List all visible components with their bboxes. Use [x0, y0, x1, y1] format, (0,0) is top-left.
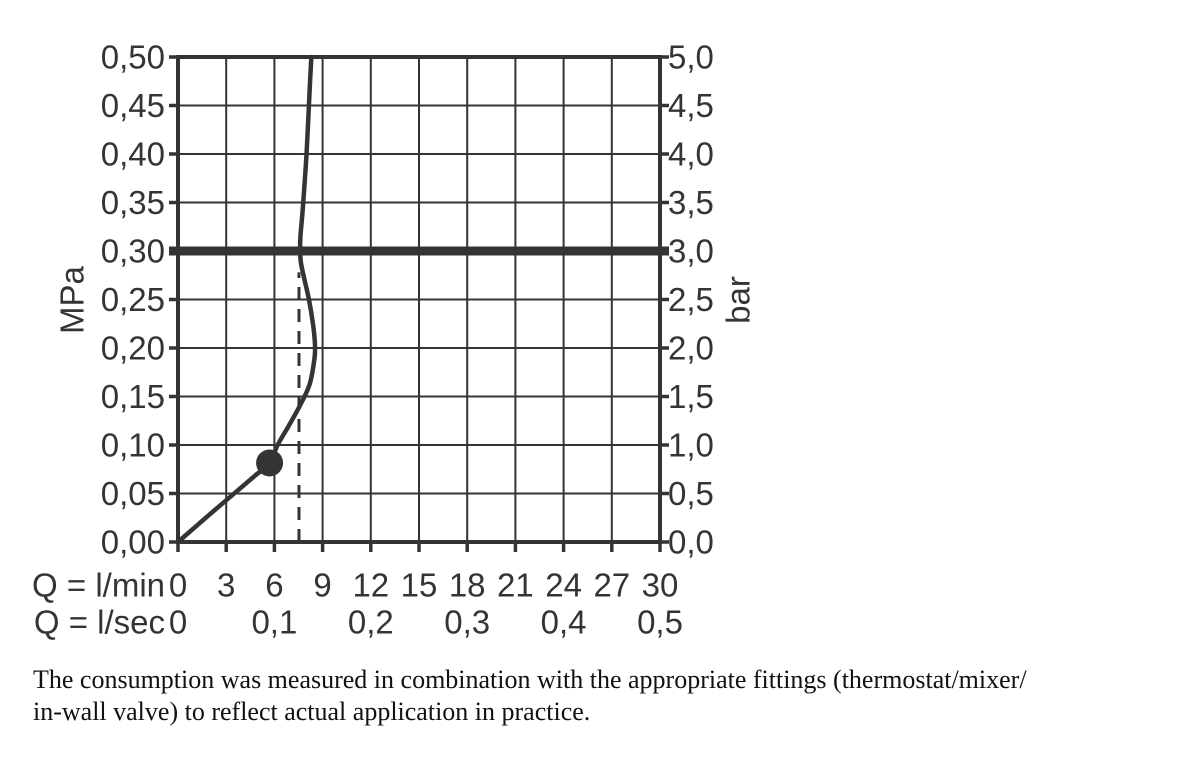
y-left-unit-label: MPa: [54, 265, 91, 334]
y-left-tick-label: 0,30: [101, 233, 165, 270]
caption-line-1: The consumption was measured in combinat…: [33, 665, 1027, 694]
y-left-tick-label: 0,20: [101, 330, 165, 367]
y-right-unit-label: bar: [720, 276, 757, 324]
x-tick-label: 0,4: [541, 604, 587, 641]
caption-text: The consumption was measured in combinat…: [33, 664, 1183, 728]
x-tick-label: 0,1: [251, 604, 297, 641]
x-tick-label: 15: [401, 567, 438, 604]
x-tick-label: 6: [265, 567, 283, 604]
x-tick-label: 18: [449, 567, 486, 604]
y-left-tick-label: 0,50: [101, 39, 165, 76]
operating-point-marker: [256, 449, 284, 477]
x-axis-row-label: Q = l/min: [32, 567, 165, 604]
y-right-tick-label: 1,0: [668, 427, 714, 464]
x-tick-label: 0: [169, 567, 187, 604]
y-right-tick-label: 3,0: [668, 233, 714, 270]
x-tick-label: 12: [352, 567, 389, 604]
y-right-tick-label: 2,0: [668, 330, 714, 367]
caption-line-2: in-wall valve) to reflect actual applica…: [33, 697, 591, 726]
y-right-tick-label: 4,5: [668, 87, 714, 124]
y-right-tick-label: 3,5: [668, 184, 714, 221]
x-tick-label: 3: [217, 567, 235, 604]
x-tick-label: 0,2: [348, 604, 394, 641]
y-right-tick-label: 1,5: [668, 378, 714, 415]
x-tick-label: 21: [497, 567, 534, 604]
x-tick-label: 30: [642, 567, 679, 604]
y-left-tick-label: 0,35: [101, 184, 165, 221]
x-axis-row-label: Q = l/sec: [34, 604, 165, 641]
y-right-tick-label: 0,0: [668, 524, 714, 561]
y-left-tick-label: 0,25: [101, 281, 165, 318]
x-tick-label: 0: [169, 604, 187, 641]
y-right-tick-label: 4,0: [668, 136, 714, 173]
y-left-tick-label: 0,40: [101, 136, 165, 173]
y-left-tick-label: 0,00: [101, 524, 165, 561]
y-left-tick-label: 0,05: [101, 475, 165, 512]
y-left-tick-label: 0,10: [101, 427, 165, 464]
x-tick-label: 27: [593, 567, 630, 604]
y-right-tick-label: 5,0: [668, 39, 714, 76]
x-tick-label: 0,3: [444, 604, 490, 641]
y-right-tick-label: 2,5: [668, 281, 714, 318]
x-tick-label: 24: [545, 567, 582, 604]
x-tick-label: 0,5: [637, 604, 683, 641]
x-tick-label: 9: [313, 567, 331, 604]
y-left-tick-label: 0,15: [101, 378, 165, 415]
y-right-tick-label: 0,5: [668, 475, 714, 512]
y-left-tick-label: 0,45: [101, 87, 165, 124]
